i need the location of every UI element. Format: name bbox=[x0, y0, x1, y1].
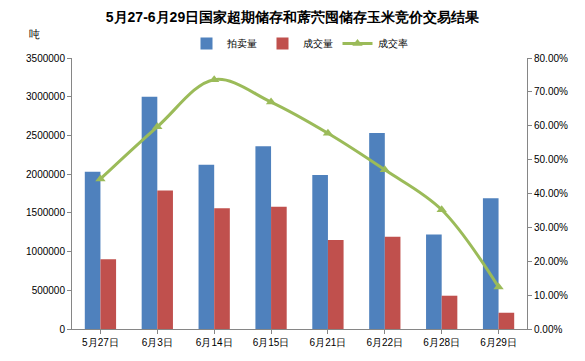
svg-text:6月15日: 6月15日 bbox=[253, 337, 290, 348]
svg-text:5月27日: 5月27日 bbox=[82, 337, 119, 348]
svg-text:20.00%: 20.00% bbox=[534, 256, 568, 267]
svg-text:成交量: 成交量 bbox=[303, 38, 333, 49]
svg-text:30.00%: 30.00% bbox=[534, 222, 568, 233]
svg-text:10.00%: 10.00% bbox=[534, 290, 568, 301]
svg-text:0: 0 bbox=[59, 324, 65, 335]
svg-text:6月14日: 6月14日 bbox=[196, 337, 233, 348]
svg-text:50.00%: 50.00% bbox=[534, 154, 568, 165]
svg-text:6月29日: 6月29日 bbox=[480, 337, 517, 348]
svg-text:拍卖量: 拍卖量 bbox=[226, 38, 257, 49]
svg-text:0.00%: 0.00% bbox=[534, 324, 562, 335]
svg-text:成交率: 成交率 bbox=[378, 38, 408, 49]
svg-text:80.00%: 80.00% bbox=[534, 53, 568, 64]
svg-text:6月21日: 6月21日 bbox=[310, 337, 347, 348]
svg-text:1000000: 1000000 bbox=[26, 246, 65, 257]
svg-text:2500000: 2500000 bbox=[26, 130, 65, 141]
svg-text:40.00%: 40.00% bbox=[534, 188, 568, 199]
svg-text:1500000: 1500000 bbox=[26, 207, 65, 218]
svg-text:3000000: 3000000 bbox=[26, 91, 65, 102]
svg-text:70.00%: 70.00% bbox=[534, 86, 568, 97]
svg-text:吨: 吨 bbox=[29, 28, 40, 40]
svg-text:6月22日: 6月22日 bbox=[366, 337, 403, 348]
svg-text:6月3日: 6月3日 bbox=[142, 337, 173, 348]
svg-text:6月28日: 6月28日 bbox=[423, 337, 460, 348]
svg-text:2000000: 2000000 bbox=[26, 169, 65, 180]
svg-text:3500000: 3500000 bbox=[26, 53, 65, 64]
svg-text:5月27-6月29日国家超期储存和蓆茓囤储存玉米竞价交易结果: 5月27-6月29日国家超期储存和蓆茓囤储存玉米竞价交易结果 bbox=[106, 9, 480, 25]
svg-text:500000: 500000 bbox=[32, 285, 66, 296]
svg-text:60.00%: 60.00% bbox=[534, 120, 568, 131]
